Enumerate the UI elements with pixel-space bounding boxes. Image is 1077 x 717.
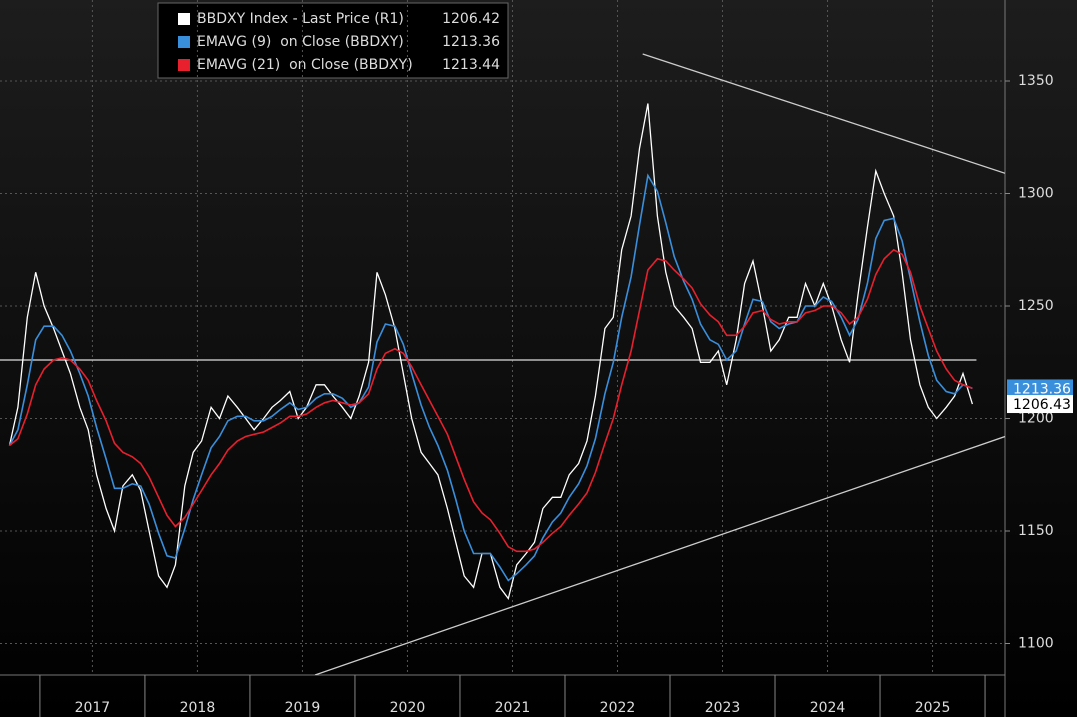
legend-box xyxy=(157,2,509,79)
trend-line xyxy=(314,435,1005,675)
series-line xyxy=(9,248,973,553)
x-tick-label: 2022 xyxy=(600,700,636,716)
legend-label: EMAVG (21) on Close (BBDXY) xyxy=(197,57,413,73)
trend-line xyxy=(642,53,1005,174)
legend-label: BBDXY Index - Last Price (R1) xyxy=(197,11,404,27)
legend-swatch xyxy=(178,13,190,25)
x-tick-label: 2020 xyxy=(390,700,426,716)
y-tick-label: 1350 xyxy=(1018,73,1054,89)
x-tick-label: 2017 xyxy=(75,700,111,716)
y-tick-label: 1150 xyxy=(1018,523,1054,539)
legend-swatch xyxy=(178,59,190,71)
legend-swatch xyxy=(178,36,190,48)
value-tag-box xyxy=(1007,379,1073,398)
x-tick-label: 2019 xyxy=(285,700,321,716)
series-line xyxy=(8,173,973,582)
x-tick-label: 2018 xyxy=(180,700,216,716)
value-tag-label: 1213.36 xyxy=(1013,381,1071,397)
y-tick-label: 1300 xyxy=(1018,186,1054,202)
legend-value: 1213.44 xyxy=(442,57,500,73)
legend: BBDXY Index - Last Price (R1) 1206.42 EMAV… xyxy=(157,2,509,79)
legend-label: EMAVG (9) on Close (BBDXY) xyxy=(197,34,404,50)
y-tick-label: 1250 xyxy=(1018,298,1054,314)
value-tag-box xyxy=(1007,395,1073,414)
x-tick-label: 2023 xyxy=(705,700,741,716)
x-tick-label: 2021 xyxy=(495,700,531,716)
x-tick-label: 2025 xyxy=(915,700,951,716)
x-tick-label: 2024 xyxy=(810,700,846,716)
legend-value: 1213.36 xyxy=(442,34,500,50)
y-tick-label: 1200 xyxy=(1018,411,1054,427)
y-tick-label: 1100 xyxy=(1018,636,1054,652)
legend-value: 1206.42 xyxy=(442,11,500,27)
value-tag-label: 1206.43 xyxy=(1013,397,1071,413)
